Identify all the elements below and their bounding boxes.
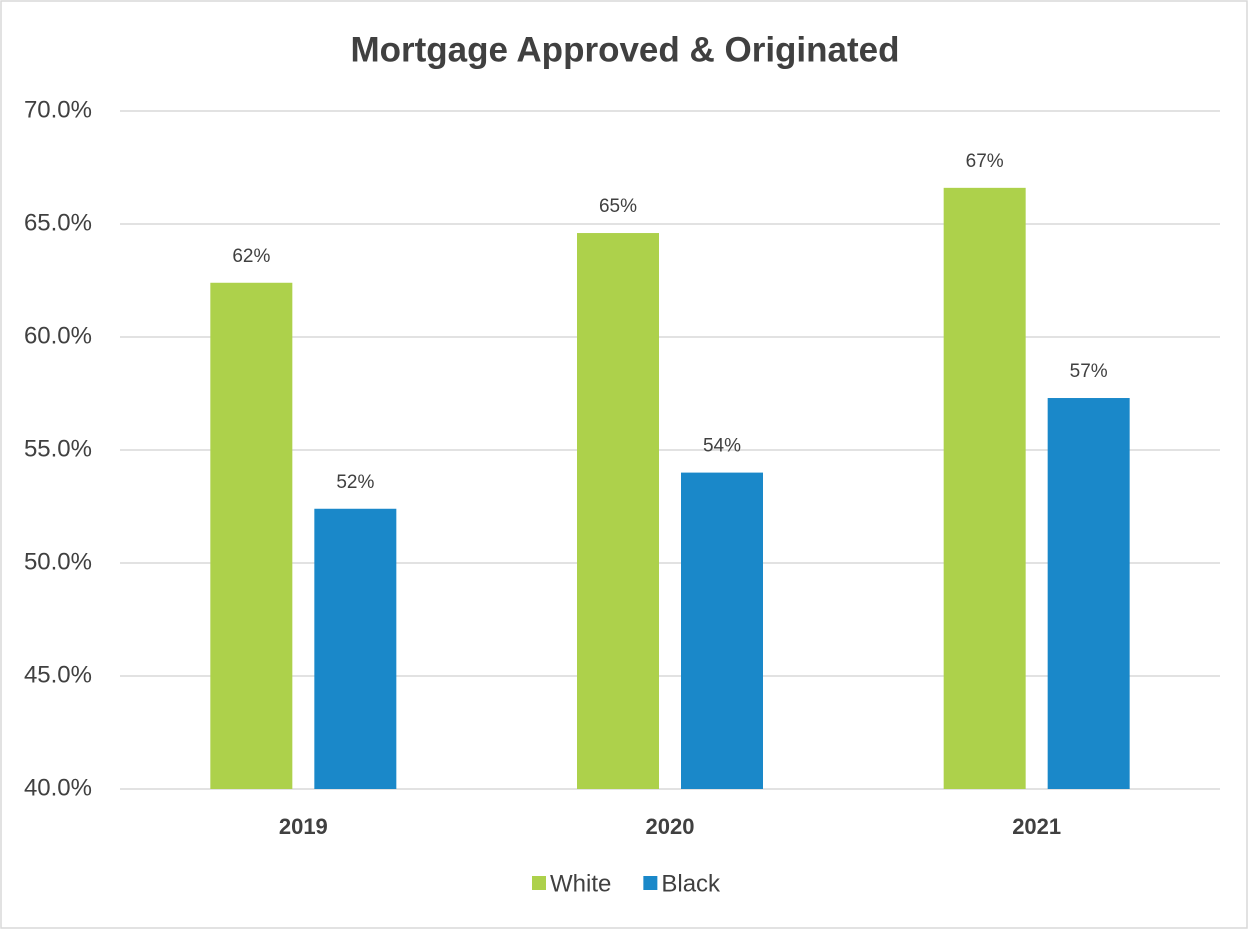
x-tick-label: 2021 [1012,814,1061,839]
y-tick-label: 50.0% [24,548,92,575]
x-tick-label: 2020 [646,814,695,839]
legend-label: White [550,870,611,897]
data-label: 67% [966,151,1004,172]
legend-swatch [643,876,658,890]
x-tick-label: 2019 [279,814,328,839]
bar [681,472,763,789]
y-tick-label: 70.0% [24,96,92,123]
bar [943,187,1026,790]
y-tick-label: 65.0% [24,209,92,236]
y-tick-label: 60.0% [24,322,92,349]
y-tick-label: 45.0% [24,661,92,688]
bar [314,508,397,789]
data-label: 54% [703,436,741,457]
bar [577,233,659,790]
y-tick-label: 55.0% [24,435,92,462]
legend-label: Black [661,870,721,897]
data-label: 57% [1070,361,1108,382]
chart-title: Mortgage Approved & Originated [350,30,899,69]
data-label: 52% [336,472,374,493]
bar [210,282,293,789]
data-label: 65% [599,196,637,217]
bar [1047,398,1130,789]
legend-swatch [532,876,546,890]
y-tick-label: 40.0% [24,774,92,801]
data-label: 62% [232,246,270,267]
